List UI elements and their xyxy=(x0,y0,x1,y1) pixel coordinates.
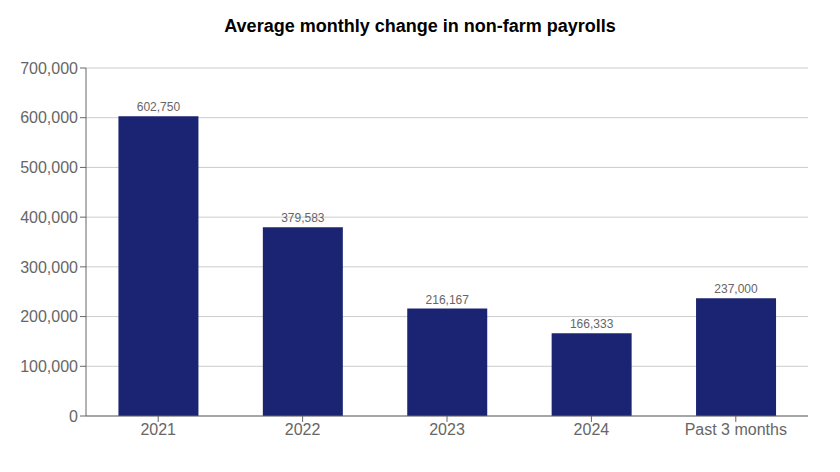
svg-text:379,583: 379,583 xyxy=(281,211,325,225)
html-text:Average monthly change in non-: Average monthly change in non-farm payro… xyxy=(224,16,616,36)
svg-text:2021: 2021 xyxy=(140,421,176,438)
svg-text:2024: 2024 xyxy=(574,421,610,438)
svg-text:2022: 2022 xyxy=(285,421,321,438)
svg-text:2023: 2023 xyxy=(429,421,465,438)
svg-text:Past 3 months: Past 3 months xyxy=(685,421,787,438)
svg-text:237,000: 237,000 xyxy=(714,282,758,296)
svg-text:600,000: 600,000 xyxy=(20,109,78,126)
svg-text:700,000: 700,000 xyxy=(20,60,78,77)
svg-text:200,000: 200,000 xyxy=(20,308,78,325)
svg-text:300,000: 300,000 xyxy=(20,259,78,276)
svg-text:400,000: 400,000 xyxy=(20,209,78,226)
svg-text:216,167: 216,167 xyxy=(426,293,470,307)
svg-text:166,333: 166,333 xyxy=(570,317,614,331)
svg-text:100,000: 100,000 xyxy=(20,358,78,375)
svg-text:500,000: 500,000 xyxy=(20,159,78,176)
svg-text:0: 0 xyxy=(69,408,78,425)
svg-text:602,750: 602,750 xyxy=(137,100,181,114)
